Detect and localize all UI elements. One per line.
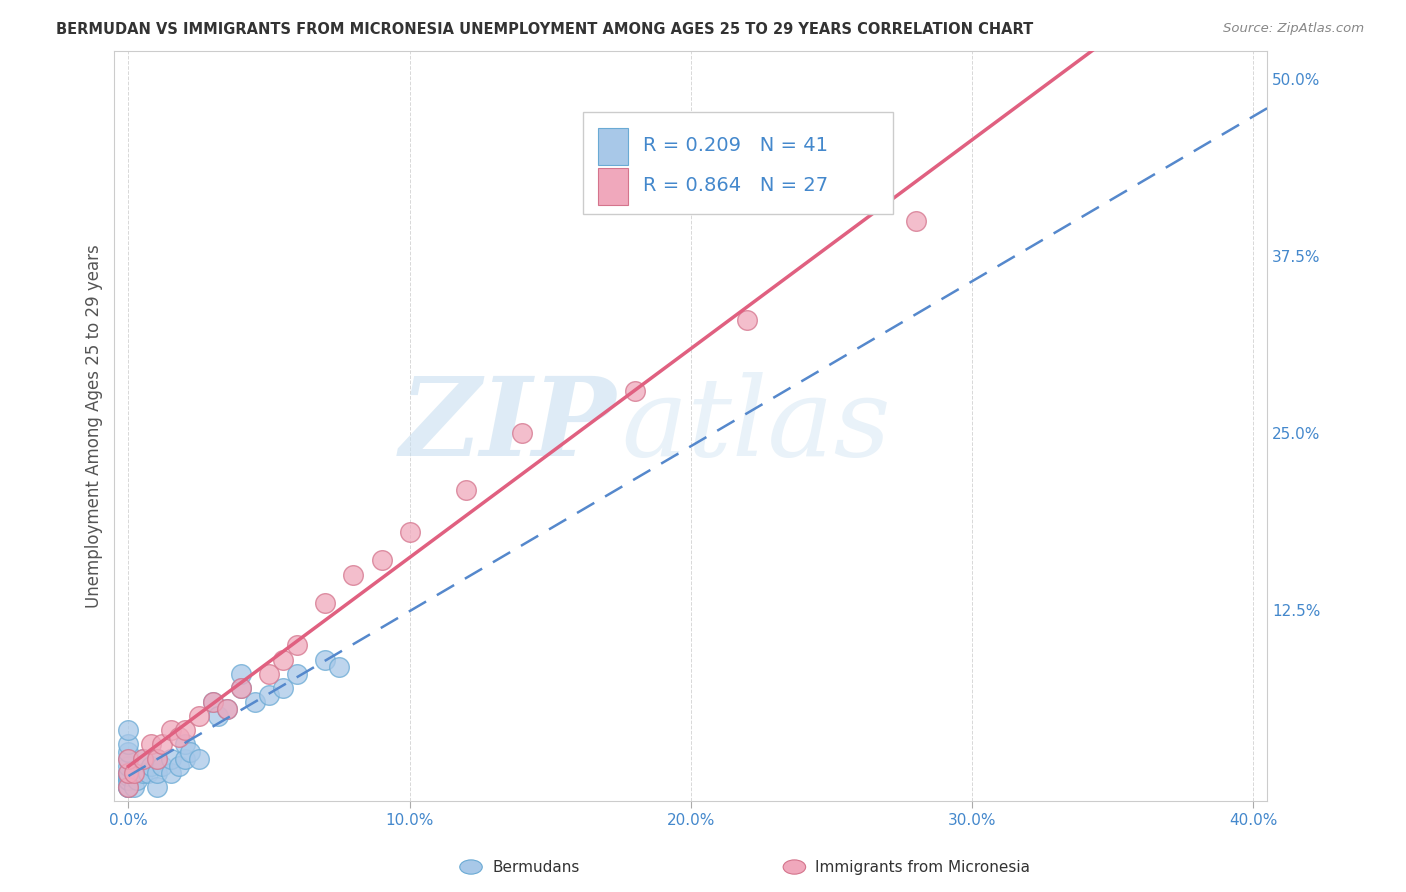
Point (243, 695, 266, 709)
Point (117, 752, 139, 766)
Point (159, 723, 181, 738)
Point (173, 738, 195, 752)
Point (229, 681, 252, 695)
Point (145, 752, 167, 766)
Y-axis label: Unemployment Among Ages 25 to 29 years: Unemployment Among Ages 25 to 29 years (86, 244, 103, 607)
Point (117, 772, 139, 787)
Point (139, 758, 162, 772)
Point (117, 765, 139, 780)
Text: Immigrants from Micronesia: Immigrants from Micronesia (815, 860, 1031, 874)
Point (117, 758, 139, 772)
Point (271, 681, 294, 695)
Point (187, 752, 209, 766)
Point (159, 765, 181, 780)
Point (285, 666, 308, 681)
Point (139, 738, 162, 752)
Point (122, 765, 145, 780)
Point (150, 758, 173, 772)
Point (167, 731, 190, 745)
Point (510, 425, 533, 440)
Point (257, 688, 280, 702)
Point (131, 765, 153, 780)
Point (314, 652, 336, 666)
Text: ZIP: ZIP (399, 372, 616, 480)
Point (207, 709, 229, 723)
Point (173, 752, 195, 766)
Point (125, 772, 148, 787)
Text: Source: ZipAtlas.com: Source: ZipAtlas.com (1223, 22, 1364, 36)
Point (229, 666, 252, 681)
Point (117, 769, 139, 783)
Point (314, 596, 336, 610)
Point (904, 213, 927, 227)
Point (454, 483, 477, 497)
Point (342, 567, 364, 582)
Point (201, 695, 224, 709)
Point (117, 765, 139, 780)
Point (131, 752, 153, 766)
Point (117, 745, 139, 759)
Point (623, 384, 645, 398)
Text: R = 0.864   N = 27: R = 0.864 N = 27 (643, 176, 828, 195)
Point (117, 752, 139, 766)
Point (117, 765, 139, 780)
Point (150, 738, 173, 752)
Point (285, 639, 308, 653)
Point (257, 666, 280, 681)
Point (145, 780, 167, 794)
Text: BERMUDAN VS IMMIGRANTS FROM MICRONESIA UNEMPLOYMENT AMONG AGES 25 TO 29 YEARS CO: BERMUDAN VS IMMIGRANTS FROM MICRONESIA U… (56, 22, 1033, 37)
Point (145, 765, 167, 780)
Point (117, 738, 139, 752)
Point (122, 780, 145, 794)
Point (117, 772, 139, 787)
Point (398, 525, 420, 540)
Text: Bermudans: Bermudans (492, 860, 579, 874)
Point (131, 752, 153, 766)
Point (117, 780, 139, 794)
Point (201, 695, 224, 709)
Point (117, 780, 139, 794)
Text: atlas: atlas (621, 372, 891, 480)
Text: R = 0.209   N = 41: R = 0.209 N = 41 (643, 136, 828, 155)
Point (328, 659, 350, 673)
Point (187, 709, 209, 723)
Point (117, 780, 139, 794)
Point (117, 780, 139, 794)
Point (215, 702, 238, 716)
Point (136, 765, 159, 780)
Point (145, 752, 167, 766)
Point (117, 723, 139, 738)
Point (271, 652, 294, 666)
Point (173, 723, 195, 738)
Point (229, 681, 252, 695)
Point (159, 752, 181, 766)
Point (215, 702, 238, 716)
Point (735, 312, 758, 326)
Point (167, 758, 190, 772)
Point (370, 553, 392, 567)
Point (179, 745, 201, 759)
